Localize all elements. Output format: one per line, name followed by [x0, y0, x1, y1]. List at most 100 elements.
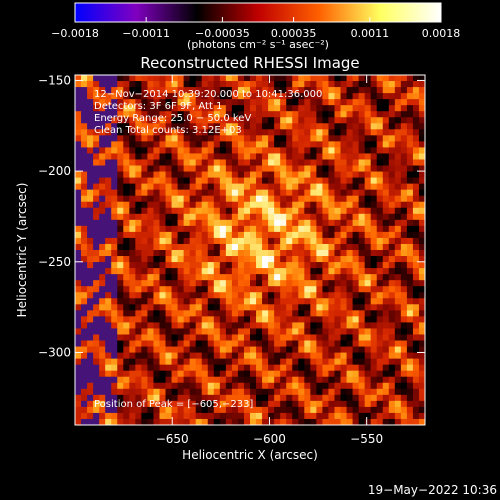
- heatmap-cell: [334, 382, 342, 390]
- heatmap-cell: [334, 147, 342, 155]
- heatmap-cell: [316, 81, 324, 88]
- heatmap-cell: [195, 195, 203, 203]
- heatmap-cell: [183, 376, 191, 384]
- heatmap-cell: [99, 219, 106, 227]
- heatmap-cell: [316, 316, 324, 324]
- heatmap-cell: [225, 183, 233, 191]
- heatmap-cell: [412, 201, 420, 209]
- heatmap-cell: [274, 316, 281, 324]
- heatmap-cell: [117, 195, 124, 203]
- heatmap-cell: [358, 346, 366, 354]
- heatmap-cell: [141, 177, 149, 185]
- heatmap-cell: [129, 111, 136, 118]
- heatmap-cell: [237, 147, 245, 155]
- heatmap-cell: [177, 129, 185, 136]
- heatmap-cell: [280, 400, 287, 408]
- heatmap-cell: [165, 298, 173, 305]
- heatmap-cell: [340, 153, 348, 161]
- heatmap-cell: [358, 406, 366, 414]
- heatmap-cell: [256, 231, 263, 239]
- heatmap-cell: [250, 189, 257, 197]
- heatmap-cell: [93, 171, 100, 179]
- heatmap-cell: [195, 346, 203, 354]
- heatmap-cell: [141, 304, 149, 311]
- heatmap-cell: [364, 382, 372, 390]
- heatmap-cell: [304, 243, 311, 251]
- heatmap-cell: [334, 123, 342, 130]
- heatmap-cell: [268, 364, 275, 372]
- heatmap-cell: [292, 165, 299, 173]
- heatmap-cell: [418, 412, 425, 420]
- heatmap-cell: [75, 237, 82, 245]
- heatmap-cell: [171, 219, 179, 227]
- heatmap-cell: [388, 111, 396, 118]
- heatmap-cell: [117, 400, 124, 408]
- heatmap-cell: [189, 370, 197, 378]
- heatmap-cell: [256, 382, 263, 390]
- heatmap-cell: [292, 141, 299, 149]
- heatmap-cell: [316, 219, 324, 227]
- colorbar-tick-label: 0.00035: [271, 27, 317, 40]
- heatmap-cell: [219, 334, 227, 342]
- heatmap-cell: [256, 225, 263, 233]
- heatmap-cell: [406, 418, 414, 425]
- heatmap-cell: [388, 358, 396, 366]
- heatmap-cell: [406, 201, 414, 209]
- heatmap-cell: [141, 183, 149, 191]
- heatmap-cell: [189, 280, 197, 287]
- heatmap-cell: [418, 147, 425, 155]
- heatmap-cell: [406, 250, 414, 257]
- heatmap-cell: [346, 165, 354, 173]
- heatmap-cell: [256, 334, 263, 342]
- heatmap-cell: [231, 394, 239, 402]
- heatmap-cell: [304, 153, 311, 161]
- heatmap-cell: [268, 81, 275, 88]
- heatmap-cell: [316, 159, 324, 167]
- heatmap-cell: [370, 304, 378, 311]
- heatmap-cell: [328, 129, 336, 136]
- heatmap-cell: [237, 93, 245, 100]
- heatmap-cell: [322, 189, 330, 197]
- heatmap-cell: [195, 159, 203, 167]
- heatmap-cell: [346, 370, 354, 378]
- heatmap-cell: [310, 274, 317, 281]
- heatmap-cell: [183, 292, 191, 299]
- heatmap-cell: [322, 195, 330, 203]
- heatmap-cell: [237, 388, 245, 396]
- heatmap-cell: [183, 262, 191, 269]
- heatmap-cell: [328, 328, 336, 336]
- heatmap-cell: [346, 340, 354, 348]
- heatmap-cell: [159, 165, 167, 173]
- heatmap-cell: [201, 364, 209, 372]
- heatmap-cell: [310, 105, 317, 112]
- heatmap-cell: [219, 262, 227, 269]
- heatmap-cell: [328, 87, 336, 94]
- heatmap-cell: [189, 225, 197, 233]
- heatmap-cell: [147, 388, 155, 396]
- heatmap-cell: [346, 129, 354, 136]
- heatmap-cell: [231, 334, 239, 342]
- heatmap-cell: [364, 159, 372, 167]
- heatmap-cell: [147, 334, 155, 342]
- heatmap-cell: [310, 195, 317, 203]
- heatmap-cell: [87, 147, 94, 155]
- heatmap-cell: [322, 231, 330, 239]
- heatmap-cell: [135, 388, 142, 396]
- heatmap-cell: [207, 400, 215, 408]
- heatmap-cell: [153, 111, 161, 118]
- heatmap-cell: [135, 400, 142, 408]
- heatmap-cell: [213, 256, 221, 263]
- heatmap-cell: [123, 280, 130, 287]
- heatmap-cell: [328, 364, 336, 372]
- heatmap-cell: [87, 292, 94, 299]
- heatmap-cell: [201, 394, 209, 402]
- heatmap-cell: [406, 358, 414, 366]
- heatmap-cell: [352, 394, 360, 402]
- heatmap-cell: [225, 412, 233, 420]
- heatmap-cell: [105, 75, 112, 82]
- heatmap-cell: [93, 250, 100, 257]
- heatmap-cell: [141, 93, 149, 100]
- heatmap-cell: [298, 135, 305, 142]
- heatmap-cell: [412, 412, 420, 420]
- heatmap-cell: [280, 388, 287, 396]
